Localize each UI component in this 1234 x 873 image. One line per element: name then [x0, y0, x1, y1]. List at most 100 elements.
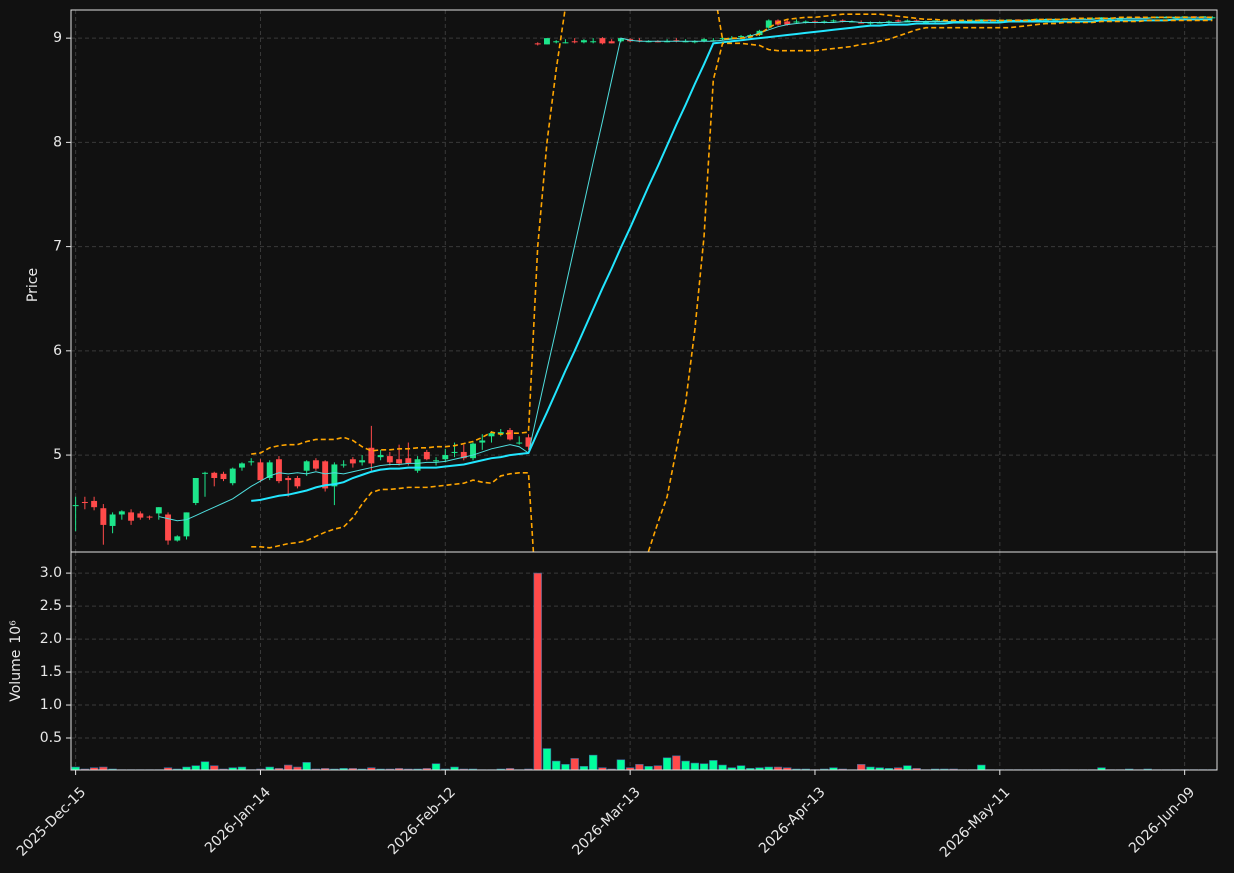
volume-bar — [681, 760, 690, 770]
candle-body — [636, 40, 643, 42]
candle-body — [377, 455, 384, 458]
volume-bar — [783, 767, 792, 770]
y-tick-label: 2.5 — [40, 598, 62, 614]
candle-body — [294, 477, 301, 487]
candle-body — [183, 512, 190, 537]
volume-bar — [274, 768, 284, 770]
volume-bar — [1097, 767, 1106, 770]
y-tick-label: 9 — [53, 30, 62, 46]
volume-bar — [431, 763, 441, 770]
volume-bar — [764, 766, 773, 770]
volume-bar — [727, 767, 736, 770]
candle-body — [72, 505, 79, 507]
candle-body — [765, 20, 772, 28]
volume-bar — [709, 760, 718, 770]
candles — [72, 16, 1216, 545]
candle-body — [728, 38, 735, 40]
candle-body — [359, 460, 366, 463]
y-tick-label: 1.0 — [40, 697, 62, 713]
volume-bar — [903, 765, 912, 770]
candle-body — [673, 40, 680, 42]
candle-body — [285, 477, 292, 481]
candle-body — [349, 459, 356, 464]
volume-bar — [755, 767, 764, 770]
candle-body — [895, 20, 902, 22]
x-tick-label: 2026-Mar-13 — [569, 784, 643, 858]
candle-body — [562, 42, 569, 44]
volume-bar — [857, 764, 866, 770]
candle-body — [571, 41, 578, 43]
candle-body — [433, 460, 440, 462]
candle-body — [423, 451, 430, 460]
candle-body — [174, 536, 181, 541]
volume-bar — [561, 764, 570, 770]
candle-body — [229, 468, 236, 484]
candle-body — [580, 40, 587, 43]
candle-body — [812, 21, 818, 23]
candle-body — [220, 473, 227, 480]
candle-body — [460, 451, 467, 459]
y-tick-label: 0.5 — [40, 730, 62, 746]
candle-body — [128, 512, 135, 521]
volume-bar — [653, 765, 663, 770]
volume-bar — [598, 767, 607, 770]
indicator-line — [251, 19, 1213, 552]
candle-body — [654, 41, 661, 43]
volume-bar — [912, 768, 921, 770]
volume-bar — [662, 757, 672, 770]
x-tick-label: 2026-Apr-13 — [756, 784, 829, 857]
candle-body — [81, 501, 88, 504]
candle-body — [802, 21, 809, 23]
candle-body — [867, 22, 874, 24]
candle-body — [488, 433, 495, 437]
candle-body — [479, 440, 486, 443]
candle-body — [1089, 18, 1096, 20]
volume-bar — [552, 760, 561, 770]
candle-body — [118, 511, 125, 515]
volume-label-scale: 10⁶ — [8, 620, 24, 644]
y-tick-label: 2.0 — [40, 631, 62, 647]
candle-body — [303, 461, 310, 471]
volume-bar — [570, 758, 579, 770]
volume-bar — [672, 755, 681, 770]
volume-bar — [284, 764, 293, 770]
volume-bar — [339, 768, 348, 770]
candle-body — [507, 430, 513, 440]
volume-bars — [71, 572, 1217, 770]
candle-body — [793, 21, 800, 23]
y-tick-label: 3.0 — [40, 565, 62, 581]
volume-bar — [394, 768, 404, 770]
candle-body — [239, 463, 245, 468]
candle-body — [248, 461, 255, 463]
volume-bar — [625, 767, 635, 770]
candle-body — [257, 462, 264, 481]
candle-body — [192, 477, 199, 504]
candle-body — [738, 36, 744, 38]
candle-body — [590, 41, 597, 43]
volume-bar — [163, 767, 173, 770]
candle-body — [830, 20, 837, 22]
volume-bar — [505, 768, 515, 770]
candle-body — [100, 508, 107, 525]
candle-body — [137, 513, 144, 518]
candle-body — [470, 443, 476, 459]
panel-frame — [70, 551, 1218, 771]
volume-bar — [320, 768, 330, 770]
candle-body — [109, 514, 116, 526]
candle-body — [719, 38, 726, 40]
volume-bar — [348, 768, 358, 770]
volume-bar — [191, 765, 200, 770]
x-tick-label: 2026-Jun-09 — [1126, 784, 1198, 856]
candle-body — [497, 432, 504, 435]
y-tick-label: 6 — [53, 343, 62, 359]
volume-bar — [533, 572, 542, 770]
volume-bar — [265, 766, 274, 770]
candle-body — [525, 437, 532, 447]
candle-body — [312, 460, 319, 469]
candle-body — [275, 459, 282, 482]
volume-bar — [875, 767, 884, 770]
candle-body — [885, 21, 892, 23]
candle-body — [91, 500, 98, 508]
volume-bar — [699, 763, 709, 770]
